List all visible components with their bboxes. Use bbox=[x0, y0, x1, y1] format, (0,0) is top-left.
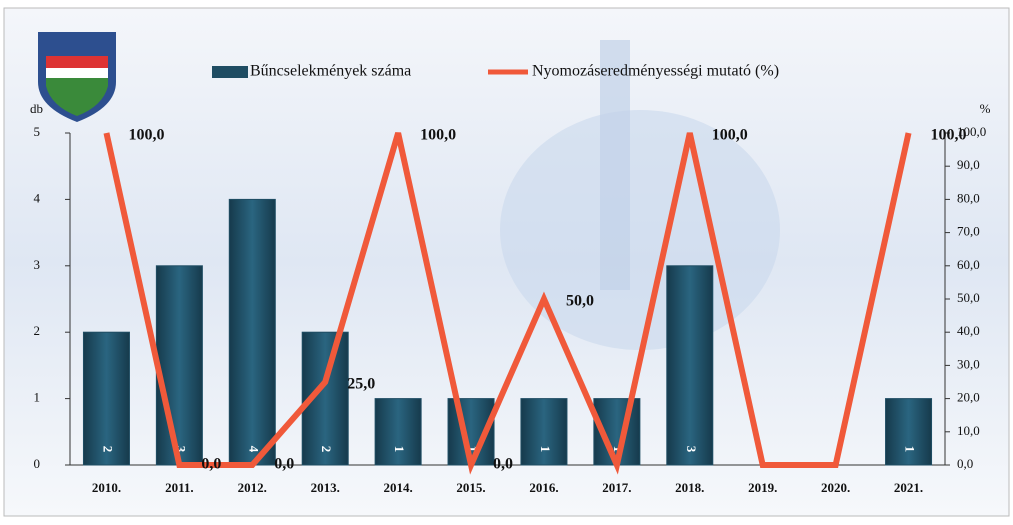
y2-tick-label: 40,0 bbox=[957, 323, 980, 338]
line-value-label: 100,0 bbox=[712, 127, 748, 144]
y2-tick-label: 100,0 bbox=[957, 124, 986, 139]
x-tick-label: 2016. bbox=[529, 480, 558, 495]
bar-value-label: 3 bbox=[173, 446, 188, 453]
bar bbox=[520, 398, 568, 466]
line-value-label: 100,0 bbox=[420, 127, 456, 144]
logo bbox=[38, 32, 116, 122]
line bbox=[103, 132, 912, 475]
y2-axis-title: % bbox=[980, 101, 991, 116]
legend-swatch bbox=[212, 66, 248, 78]
x-tick-label: 2018. bbox=[675, 480, 704, 495]
y2-tick-label: 50,0 bbox=[957, 290, 980, 305]
legend-label: Bűncselekmények száma bbox=[250, 63, 411, 80]
bar-value-label: 1 bbox=[538, 446, 553, 453]
line-value-label: 100,0 bbox=[128, 127, 164, 144]
x-tick-label: 2015. bbox=[456, 480, 485, 495]
bar bbox=[82, 331, 130, 466]
y-tick-label: 5 bbox=[34, 124, 41, 139]
y-tick-label: 1 bbox=[34, 390, 41, 405]
x-tick-label: 2013. bbox=[311, 480, 340, 495]
line-value-label: 0,0 bbox=[201, 456, 221, 473]
bar-value-label: 1 bbox=[465, 446, 480, 453]
bar bbox=[155, 265, 203, 466]
x-tick-label: 2021. bbox=[894, 480, 923, 495]
y2-tick-label: 30,0 bbox=[957, 356, 980, 371]
bar-value-label: 1 bbox=[903, 446, 918, 453]
x-tick-label: 2017. bbox=[602, 480, 631, 495]
y2-tick-label: 20,0 bbox=[957, 390, 980, 405]
y2-tick-label: 80,0 bbox=[957, 190, 980, 205]
bar-value-label: 4 bbox=[246, 446, 261, 453]
bar-value-label: 2 bbox=[319, 446, 334, 453]
bar-value-label: 3 bbox=[684, 446, 699, 453]
line-value-label: 25,0 bbox=[347, 376, 375, 393]
y-tick-label: 3 bbox=[34, 257, 41, 272]
legend-label: Nyomozáseredményességi mutató (%) bbox=[532, 63, 779, 80]
y2-tick-label: 70,0 bbox=[957, 224, 980, 239]
bar-value-label: 2 bbox=[100, 446, 115, 453]
x-tick-label: 2010. bbox=[92, 480, 121, 495]
bar bbox=[228, 198, 276, 466]
line-value-label: 0,0 bbox=[274, 456, 294, 473]
y2-tick-label: 0,0 bbox=[957, 456, 973, 471]
y2-tick-label: 60,0 bbox=[957, 257, 980, 272]
y-axis-title: db bbox=[30, 101, 43, 116]
x-tick-label: 2019. bbox=[748, 480, 777, 495]
y-tick-label: 2 bbox=[34, 323, 41, 338]
x-tick-label: 2012. bbox=[238, 480, 267, 495]
bar-value-label: 1 bbox=[392, 446, 407, 453]
y2-tick-label: 90,0 bbox=[957, 157, 980, 172]
y-tick-label: 0 bbox=[34, 456, 41, 471]
bar bbox=[885, 398, 933, 466]
y-tick-label: 4 bbox=[34, 190, 41, 205]
line-value-label: 100,0 bbox=[931, 127, 967, 144]
x-tick-label: 2020. bbox=[821, 480, 850, 495]
building-decoration bbox=[500, 110, 780, 350]
bar bbox=[374, 398, 422, 466]
tower-decoration bbox=[600, 40, 630, 290]
x-tick-label: 2014. bbox=[384, 480, 413, 495]
y2-tick-label: 10,0 bbox=[957, 423, 980, 438]
line-value-label: 0,0 bbox=[493, 456, 513, 473]
line-value-label: 50,0 bbox=[566, 293, 594, 310]
bar bbox=[666, 265, 714, 466]
x-tick-label: 2011. bbox=[165, 480, 194, 495]
